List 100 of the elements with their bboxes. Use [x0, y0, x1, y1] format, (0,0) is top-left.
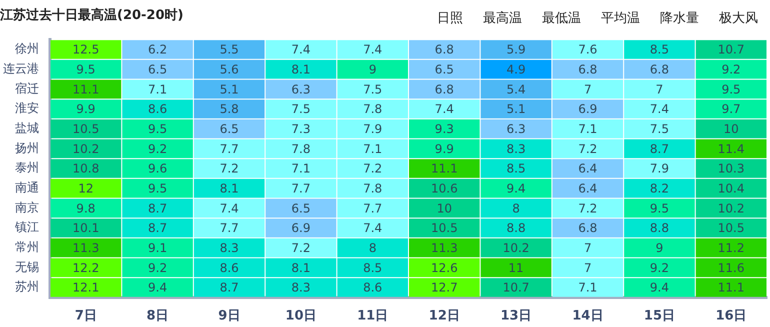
data-label: 6.5: [434, 62, 454, 76]
data-label: 11.1: [72, 82, 100, 96]
data-label: 7.2: [363, 162, 382, 176]
data-label: 9: [368, 62, 376, 76]
data-label: 11.2: [718, 240, 745, 255]
data-label: 6.4: [578, 181, 598, 196]
y-tick-label: 南京: [15, 200, 39, 214]
data-label: 10: [724, 122, 739, 136]
data-label: 5.1: [220, 82, 239, 96]
data-label: 10.1: [72, 221, 100, 236]
data-label: 9.2: [148, 260, 168, 275]
data-label: 8.3: [291, 280, 310, 295]
data-label: 9.4: [506, 181, 526, 196]
data-label: 7.6: [578, 42, 598, 57]
data-label: 10.4: [718, 181, 745, 196]
data-label: 11.4: [718, 142, 745, 156]
data-label: 7.2: [578, 142, 598, 156]
data-label: 9.5: [650, 201, 669, 216]
y-tick-label: 连云港: [3, 61, 39, 76]
data-label: 12.1: [72, 280, 100, 295]
data-label: 10.5: [72, 122, 100, 136]
data-label: 6.8: [434, 42, 454, 57]
data-label: 6.4: [578, 162, 598, 176]
data-label: 8: [368, 240, 376, 255]
data-label: 6.8: [578, 62, 598, 76]
data-label: 7: [584, 260, 592, 275]
data-label: 7.7: [363, 201, 382, 216]
data-label: 6.9: [291, 221, 310, 236]
data-label: 10.5: [718, 221, 745, 236]
data-label: 5.1: [506, 102, 526, 116]
y-tick-label: 泰州: [15, 160, 39, 175]
data-label: 10.2: [718, 201, 745, 216]
chart-title: 江苏过去十日最高温(20-20时): [0, 7, 184, 24]
data-label: 7.1: [148, 82, 168, 96]
text: 平均温: [600, 10, 641, 28]
data-label: 8.3: [506, 142, 526, 156]
data-label: 9.4: [650, 280, 669, 295]
data-label: 7.4: [363, 221, 382, 236]
data-label: 7.4: [650, 102, 669, 116]
data-label: 8.8: [506, 221, 526, 236]
data-label: 11.1: [718, 280, 745, 295]
data-label: 5.6: [220, 62, 239, 76]
data-label: 9.8: [76, 201, 96, 216]
data-label: 9.2: [148, 142, 168, 156]
data-label: 5.5: [220, 42, 239, 57]
data-label: 7.8: [291, 142, 310, 156]
data-label: 8: [512, 201, 520, 216]
data-label: 6.5: [220, 122, 239, 136]
data-label: 7.7: [291, 181, 310, 196]
data-label: 9.9: [76, 102, 96, 116]
data-label: 9.5: [148, 181, 168, 196]
data-label: 11: [508, 260, 524, 275]
data-label: 8.5: [650, 42, 669, 57]
data-label: 9.7: [722, 102, 741, 116]
y-tick-label: 扬州: [15, 140, 39, 155]
x-tick-label: 10日: [285, 308, 316, 324]
data-label: 11.1: [430, 162, 458, 176]
data-label: 10.3: [718, 162, 745, 176]
y-tick-label: 宿迁: [15, 81, 39, 96]
data-label: 5.4: [506, 82, 526, 96]
data-label: 9.5: [722, 82, 741, 96]
data-label: 7.5: [363, 82, 382, 96]
data-label: 8.1: [291, 260, 310, 275]
text: 极大风: [718, 10, 759, 28]
x-tick-label: 16日: [716, 308, 747, 324]
data-label: 7: [656, 82, 664, 96]
data-label: 6.5: [291, 201, 310, 216]
data-label: 8.5: [506, 162, 526, 176]
data-label: 12: [78, 181, 94, 196]
y-tick-label: 南通: [15, 180, 39, 194]
data-label: 6.3: [291, 82, 310, 96]
data-label: 7.3: [291, 122, 310, 136]
y-tick-label: 无锡: [15, 260, 39, 274]
data-label: 9.5: [148, 122, 168, 136]
data-label: 10.5: [430, 221, 458, 236]
data-label: 9.2: [722, 62, 741, 76]
x-tick-label: 14日: [572, 308, 604, 324]
data-label: 7.4: [291, 42, 310, 57]
data-label: 11.3: [430, 240, 458, 255]
data-label: 7: [584, 82, 592, 96]
x-tick-label: 12日: [428, 308, 460, 324]
data-label: 8.6: [220, 260, 239, 275]
data-label: 9.9: [434, 142, 454, 156]
data-label: 7: [584, 240, 592, 255]
data-label: 10.2: [502, 240, 530, 255]
data-label: 12.5: [72, 42, 100, 57]
data-label: 8.3: [220, 240, 239, 255]
data-label: 4.9: [506, 62, 526, 76]
data-label: 10.8: [72, 162, 100, 176]
data-label: 7.5: [291, 102, 310, 116]
y-tick-label: 徐州: [15, 42, 39, 56]
data-label: 10.6: [430, 181, 458, 196]
data-label: 8.1: [291, 62, 310, 76]
data-label: 8.6: [148, 102, 168, 116]
data-label: 7.1: [578, 280, 598, 295]
data-label: 11.3: [72, 240, 100, 255]
x-tick-label: 15日: [644, 308, 675, 324]
data-label: 5.8: [220, 102, 239, 116]
x-tick-label: 9日: [218, 308, 240, 324]
data-label: 12.6: [430, 260, 458, 275]
